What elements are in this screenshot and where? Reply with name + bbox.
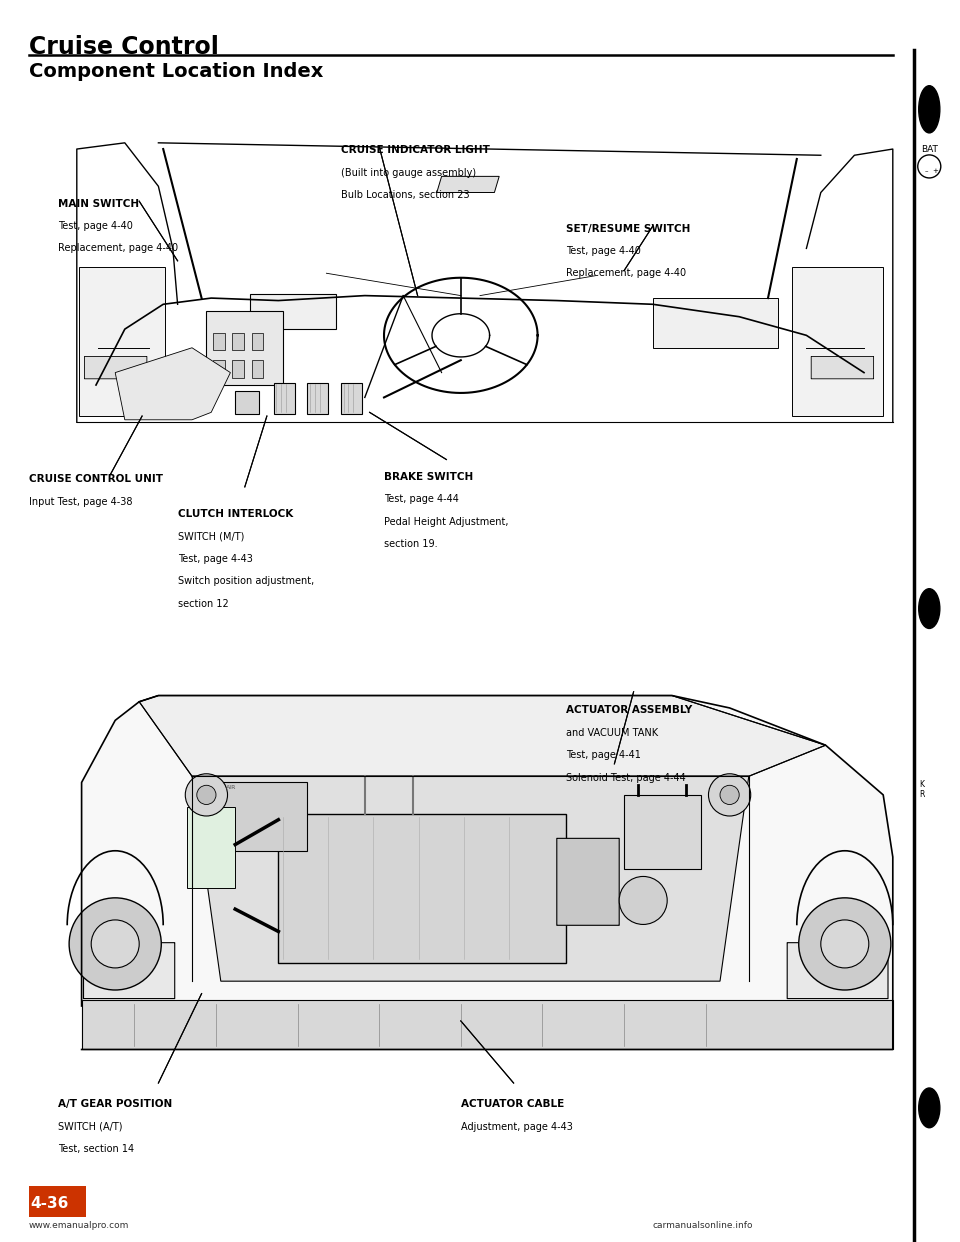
Text: A/T GEAR POSITION: A/T GEAR POSITION [58, 1099, 172, 1109]
Circle shape [708, 774, 751, 816]
FancyBboxPatch shape [235, 391, 259, 414]
Text: (Built into gauge assembly): (Built into gauge assembly) [341, 168, 476, 178]
Polygon shape [115, 348, 230, 420]
Ellipse shape [919, 589, 940, 628]
FancyBboxPatch shape [811, 356, 874, 379]
Polygon shape [437, 176, 499, 193]
FancyBboxPatch shape [84, 356, 147, 379]
Text: Pedal Height Adjustment,: Pedal Height Adjustment, [384, 517, 509, 527]
FancyBboxPatch shape [213, 333, 225, 350]
Text: MAIN SWITCH: MAIN SWITCH [58, 199, 139, 209]
Text: BAT: BAT [921, 145, 938, 154]
Ellipse shape [919, 1088, 940, 1128]
Text: Component Location Index: Component Location Index [29, 62, 324, 81]
Polygon shape [82, 696, 893, 1049]
Circle shape [821, 920, 869, 968]
Circle shape [918, 155, 941, 178]
Text: ACTUATOR ASSEMBLY: ACTUATOR ASSEMBLY [566, 705, 693, 715]
Circle shape [720, 785, 739, 805]
Text: 4-36: 4-36 [31, 1196, 69, 1211]
FancyBboxPatch shape [252, 360, 263, 378]
FancyBboxPatch shape [232, 333, 244, 350]
FancyBboxPatch shape [213, 360, 225, 378]
FancyBboxPatch shape [341, 383, 362, 414]
Text: Replacement, page 4-40: Replacement, page 4-40 [58, 243, 178, 253]
Text: K
R: K R [920, 780, 925, 800]
Text: Test, page 4-44: Test, page 4-44 [384, 494, 459, 504]
FancyBboxPatch shape [653, 298, 778, 348]
Circle shape [185, 774, 228, 816]
Text: www.emanualpro.com: www.emanualpro.com [29, 1221, 130, 1230]
Polygon shape [192, 776, 749, 981]
Circle shape [91, 920, 139, 968]
Polygon shape [82, 1000, 893, 1049]
Text: ACTUATOR CABLE: ACTUATOR CABLE [461, 1099, 564, 1109]
Text: Test, page 4-40: Test, page 4-40 [58, 221, 132, 231]
Circle shape [197, 785, 216, 805]
FancyBboxPatch shape [278, 814, 566, 963]
Text: CLUTCH INTERLOCK: CLUTCH INTERLOCK [178, 509, 293, 519]
Text: SWITCH (A/T): SWITCH (A/T) [58, 1122, 122, 1131]
Text: Switch position adjustment,: Switch position adjustment, [178, 576, 314, 586]
Text: Test, page 4-40: Test, page 4-40 [566, 246, 641, 256]
FancyBboxPatch shape [84, 943, 175, 999]
Text: Cruise Control: Cruise Control [29, 35, 219, 58]
FancyBboxPatch shape [557, 838, 619, 925]
FancyBboxPatch shape [206, 310, 283, 385]
Ellipse shape [919, 86, 940, 133]
FancyBboxPatch shape [232, 360, 244, 378]
FancyBboxPatch shape [252, 333, 263, 350]
Text: CRUISE INDICATOR LIGHT: CRUISE INDICATOR LIGHT [341, 145, 490, 155]
Text: Input Test, page 4-38: Input Test, page 4-38 [29, 497, 132, 507]
Text: +: + [932, 169, 938, 174]
Polygon shape [139, 696, 826, 776]
FancyBboxPatch shape [250, 294, 336, 329]
Text: SET/RESUME SWITCH: SET/RESUME SWITCH [566, 224, 691, 233]
Text: section 19.: section 19. [384, 539, 438, 549]
FancyBboxPatch shape [792, 267, 883, 416]
Circle shape [69, 898, 161, 990]
Text: Replacement, page 4-40: Replacement, page 4-40 [566, 268, 686, 278]
Text: carmanualsonline.info: carmanualsonline.info [653, 1221, 754, 1230]
FancyBboxPatch shape [221, 782, 307, 851]
FancyBboxPatch shape [79, 267, 165, 416]
Text: Test, page 4-41: Test, page 4-41 [566, 750, 641, 760]
Text: Adjustment, page 4-43: Adjustment, page 4-43 [461, 1122, 573, 1131]
FancyBboxPatch shape [307, 383, 328, 414]
Text: Solenoid Test, page 4-44: Solenoid Test, page 4-44 [566, 773, 686, 782]
Text: and VACUUM TANK: and VACUUM TANK [566, 728, 659, 738]
FancyBboxPatch shape [187, 807, 235, 888]
Text: AIR: AIR [226, 785, 236, 790]
FancyBboxPatch shape [274, 383, 295, 414]
FancyBboxPatch shape [787, 943, 888, 999]
Text: –: – [924, 169, 928, 174]
Text: Test, page 4-43: Test, page 4-43 [178, 554, 252, 564]
Text: Test, section 14: Test, section 14 [58, 1144, 133, 1154]
Text: Bulb Locations, section 23: Bulb Locations, section 23 [341, 190, 469, 200]
FancyBboxPatch shape [624, 795, 701, 869]
Text: SWITCH (M/T): SWITCH (M/T) [178, 532, 244, 542]
Text: section 12: section 12 [178, 599, 228, 609]
Circle shape [799, 898, 891, 990]
FancyBboxPatch shape [29, 1186, 86, 1217]
Circle shape [619, 877, 667, 924]
Text: CRUISE CONTROL UNIT: CRUISE CONTROL UNIT [29, 474, 163, 484]
Text: BRAKE SWITCH: BRAKE SWITCH [384, 472, 473, 482]
